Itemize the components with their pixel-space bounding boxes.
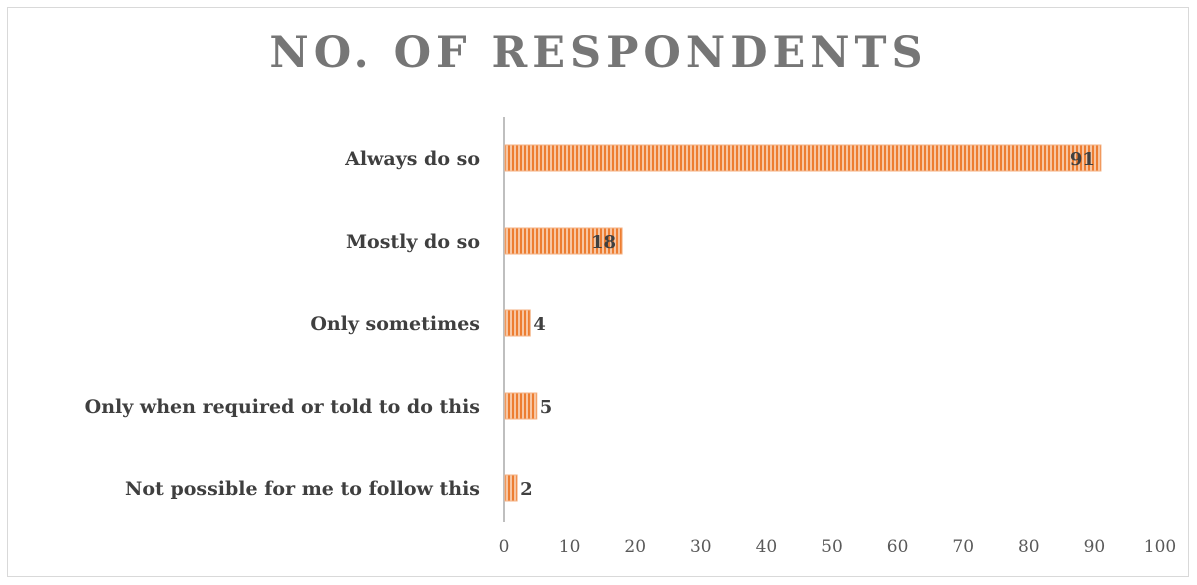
data-label: 91: [1070, 149, 1095, 170]
chart-frame: [7, 7, 1189, 577]
data-label: 2: [520, 479, 533, 500]
bar: [504, 144, 1102, 172]
category-label: Always do so: [344, 148, 480, 170]
x-tick-label: 100: [1144, 537, 1176, 557]
category-label: Not possible for me to follow this: [125, 478, 480, 500]
x-tick-label: 30: [690, 537, 712, 557]
bar: [504, 227, 623, 255]
x-tick-label: 0: [499, 537, 510, 557]
x-tick-label: 80: [1018, 537, 1040, 557]
bar: [504, 392, 538, 420]
x-tick-label: 60: [887, 537, 909, 557]
category-label: Mostly do so: [346, 231, 480, 253]
bar: [504, 474, 518, 502]
x-tick-label: 50: [821, 537, 843, 557]
x-tick-label: 20: [624, 537, 646, 557]
x-tick-label: 70: [952, 537, 974, 557]
bar: [504, 309, 531, 337]
data-label: 4: [533, 314, 546, 335]
data-label: 5: [540, 397, 553, 418]
data-label: 18: [591, 232, 616, 253]
x-tick-label: 40: [756, 537, 778, 557]
category-label: Only sometimes: [310, 313, 480, 335]
chart-title: NO. OF RESPONDENTS: [269, 28, 928, 78]
x-tick-label: 90: [1084, 537, 1106, 557]
category-label: Only when required or told to do this: [85, 396, 480, 418]
x-tick-label: 10: [559, 537, 581, 557]
